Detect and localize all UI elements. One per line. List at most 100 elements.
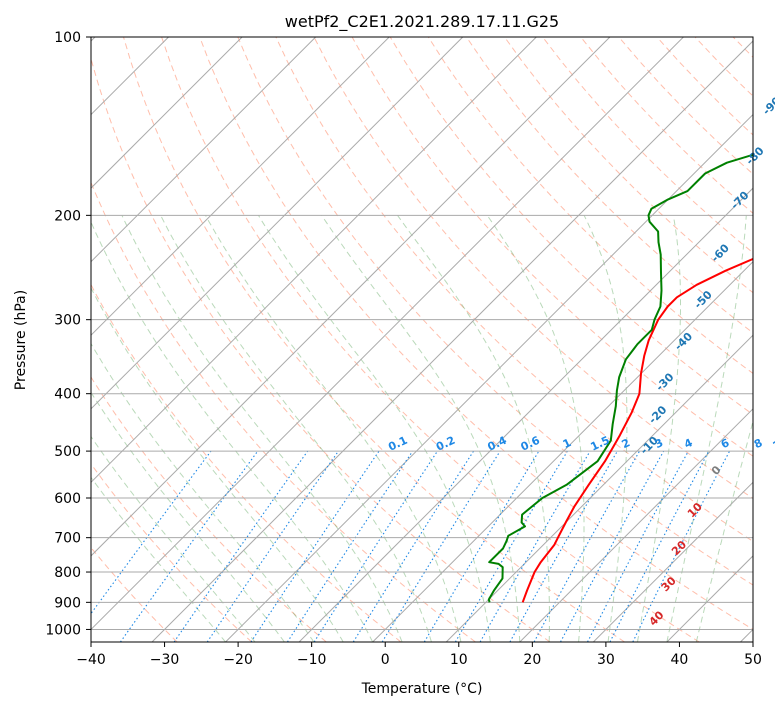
mixing-ratio-label: 4: [682, 436, 695, 451]
y-axis-label: Pressure (hPa): [13, 290, 29, 390]
mixing-ratio-line: [286, 450, 414, 642]
isotherm-line: [91, 37, 684, 631]
mixing-ratio-line: [91, 450, 212, 615]
dry-adiabat-label: -70: [728, 189, 751, 212]
moist-adiabat-line: [637, 215, 681, 642]
x-tick-label: −10: [297, 652, 327, 668]
dry-adiabat-line: [504, 37, 753, 294]
mixing-ratio-label: 10: [771, 434, 775, 452]
moist-adiabat-line: [257, 215, 491, 642]
plot-frame: [90, 36, 754, 643]
mixing-ratio-line: [352, 450, 475, 642]
y-tick-label: 400: [54, 387, 81, 403]
moist-adiabat-line: [160, 215, 432, 642]
moist-adiabat-line: [91, 342, 315, 642]
dewpoint-line: [487, 153, 753, 603]
moist-adiabat-line: [397, 215, 550, 642]
y-tick-label: 1000: [45, 622, 81, 638]
dry-adiabat-line: [351, 37, 753, 457]
dry-adiabat-label: 40: [647, 608, 667, 628]
mixing-ratio-line: [206, 450, 339, 642]
dry-adiabat-line: [465, 37, 753, 334]
x-tick-label: −40: [76, 652, 106, 668]
isotherm-line: [592, 481, 753, 642]
dry-adiabat-label: -80: [743, 144, 766, 167]
dry-adiabat-label: 0: [709, 463, 724, 478]
dry-adiabat-line: [237, 37, 753, 586]
moist-adiabat-line: [91, 391, 285, 642]
x-tick-label: 0: [381, 652, 390, 668]
moist-adiabat-line: [205, 215, 462, 642]
x-tick-label: 10: [450, 652, 468, 668]
y-tick-label: 800: [54, 565, 81, 581]
dry-adiabat-line: [91, 376, 327, 642]
moist-adiabat-line: [91, 476, 226, 642]
dry-adiabat-label: 30: [659, 574, 679, 594]
y-tick-label: 500: [54, 444, 81, 460]
chart-title: wetPf2_C2E1.2021.289.17.11.G25: [285, 12, 559, 32]
dry-adiabat-label: -60: [709, 241, 732, 264]
mixing-ratio-line: [173, 450, 309, 642]
mixing-ratio-label: 2: [620, 436, 632, 451]
mixing-ratio-line: [313, 450, 438, 642]
dry-adiabat-line: [123, 37, 625, 642]
isotherm-line: [91, 37, 317, 263]
isotherm-line: [91, 37, 243, 189]
isotherm-line: [91, 37, 464, 410]
dry-adiabat-label: -90: [760, 94, 775, 117]
y-tick-label: 900: [54, 595, 81, 611]
mixing-ratio-line: [250, 450, 380, 642]
isotherm-line: [372, 260, 753, 642]
moist-adiabat-line: [321, 215, 521, 642]
temperature-line: [521, 257, 753, 603]
x-tick-label: 30: [597, 652, 615, 668]
moist-adiabat-line: [91, 286, 344, 642]
mixing-ratio-line: [560, 450, 665, 642]
dry-adiabat-line: [91, 283, 402, 642]
mixing-ratio-line: [533, 450, 640, 642]
x-axis-label: Temperature (°C): [361, 681, 483, 697]
moist-adiabat-line: [583, 215, 628, 642]
dry-adiabat-label: 10: [685, 500, 705, 520]
y-tick-label: 300: [54, 313, 81, 329]
isotherm-line: [91, 37, 537, 484]
dry-adiabat-line: [199, 37, 753, 630]
mixing-ratio-label: 8: [752, 436, 764, 451]
axes: −40 −30 −20 −10 0 10 20 30 40 5010020030040050060…: [45, 30, 762, 668]
dry-adiabat-line: [694, 37, 753, 97]
dry-adiabat-line: [91, 463, 253, 642]
isotherm-line: [151, 40, 753, 642]
mixing-ratio-line: [509, 450, 618, 642]
mixing-ratio-line: [632, 450, 731, 642]
mixing-ratio-line: [119, 450, 259, 642]
mixing-ratio-line: [381, 450, 501, 642]
isotherm-line: [91, 37, 390, 336]
dry-adiabat-label: -30: [653, 370, 676, 393]
y-tick-label: 600: [54, 491, 81, 507]
pressure-gridlines: [91, 37, 753, 630]
moist-adiabat-line: [666, 215, 747, 642]
isotherm-line: [298, 187, 753, 642]
x-tick-label: 20: [523, 652, 541, 668]
reference-lines: [91, 37, 753, 642]
profile-series: [487, 153, 753, 603]
mixing-ratio-line: [454, 450, 568, 642]
moist-adiabat-line: [91, 220, 374, 642]
dry-adiabat-label: -50: [692, 288, 715, 311]
moist-adiabat-line: [91, 435, 256, 642]
dry-adiabat-line: [91, 56, 551, 642]
isotherm-line: [519, 408, 753, 642]
x-tick-label: −30: [150, 652, 180, 668]
x-tick-label: 50: [744, 652, 762, 668]
x-tick-label: −20: [223, 652, 253, 668]
isotherm-line: [225, 113, 753, 642]
y-tick-label: 200: [54, 208, 81, 224]
mixing-ratio-label: 6: [719, 436, 732, 451]
x-tick-label: 40: [671, 652, 689, 668]
y-tick-label: 700: [54, 531, 81, 547]
dry-adiabat-line: [313, 37, 753, 500]
dry-adiabat-label: -40: [672, 330, 695, 353]
y-tick-label: 100: [54, 30, 81, 46]
moist-adiabat-line: [121, 215, 403, 642]
